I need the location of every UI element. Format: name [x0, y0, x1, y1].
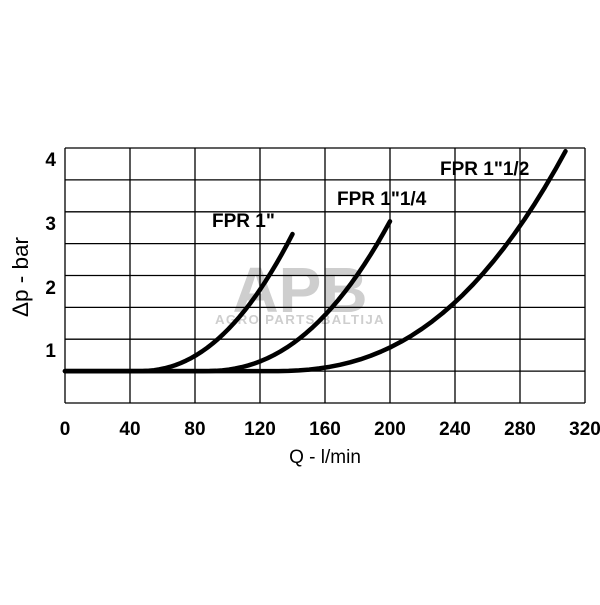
svg-text:1: 1 [45, 341, 56, 362]
svg-text:FPR 1": FPR 1" [212, 211, 275, 232]
svg-text:160: 160 [309, 419, 341, 440]
svg-text:Q - l/min: Q - l/min [289, 447, 361, 468]
svg-text:200: 200 [374, 419, 406, 440]
svg-text:240: 240 [439, 419, 471, 440]
svg-text:280: 280 [504, 419, 536, 440]
svg-text:120: 120 [244, 419, 276, 440]
svg-text:80: 80 [184, 419, 205, 440]
svg-text:320: 320 [569, 419, 600, 440]
svg-text:0: 0 [60, 419, 71, 440]
svg-text:2: 2 [45, 278, 56, 299]
svg-text:FPR 1"1/4: FPR 1"1/4 [337, 189, 427, 210]
svg-text:Δp - bar: Δp - bar [8, 236, 33, 317]
svg-text:3: 3 [45, 214, 56, 235]
svg-text:40: 40 [119, 419, 140, 440]
svg-text:FPR 1"1/2: FPR 1"1/2 [440, 159, 529, 180]
svg-text:4: 4 [45, 150, 56, 171]
